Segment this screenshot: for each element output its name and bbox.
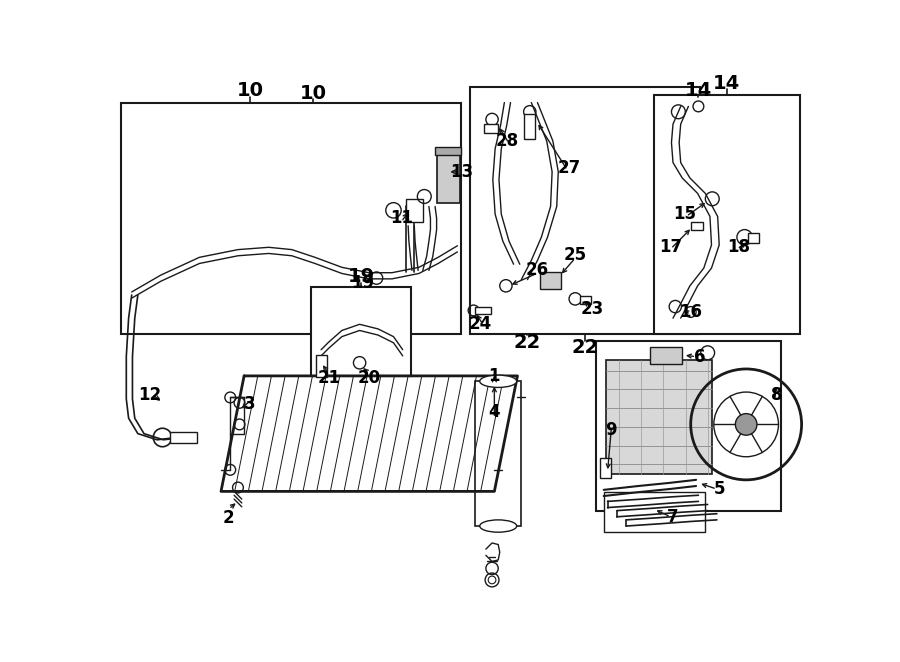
Bar [406, 199, 423, 222]
Text: 14: 14 [714, 73, 741, 93]
Text: 19: 19 [347, 267, 374, 286]
Bar [311, 287, 411, 376]
Bar [484, 124, 499, 133]
Bar [690, 222, 703, 230]
Bar [606, 361, 712, 475]
Text: 26: 26 [525, 261, 548, 279]
Bar [599, 458, 610, 477]
Bar [540, 272, 562, 289]
Text: 2: 2 [223, 509, 235, 528]
Bar [435, 147, 461, 155]
Ellipse shape [480, 520, 517, 532]
Circle shape [735, 414, 757, 435]
Text: 13: 13 [450, 163, 472, 181]
Bar [653, 95, 800, 334]
Text: 5: 5 [714, 480, 725, 498]
Bar [749, 234, 760, 243]
Text: 16: 16 [680, 303, 702, 321]
Text: 25: 25 [563, 246, 587, 264]
Bar [317, 355, 328, 377]
Bar [650, 348, 682, 364]
Text: 9: 9 [606, 421, 617, 439]
Text: 11: 11 [390, 209, 413, 227]
Text: 10: 10 [300, 84, 327, 103]
Bar [525, 114, 535, 139]
Bar [580, 296, 590, 303]
Bar [596, 341, 781, 510]
Text: 3: 3 [244, 395, 256, 413]
Text: 22: 22 [572, 338, 598, 357]
Bar [436, 152, 460, 203]
Text: 23: 23 [580, 300, 604, 318]
Text: 17: 17 [659, 238, 682, 256]
Ellipse shape [480, 375, 517, 387]
Text: 15: 15 [673, 205, 696, 223]
Bar [475, 307, 491, 314]
Text: 1: 1 [489, 367, 500, 385]
Text: 8: 8 [771, 386, 783, 404]
Text: 4: 4 [489, 403, 500, 421]
Text: 28: 28 [496, 132, 519, 150]
Text: 21: 21 [317, 369, 340, 387]
Text: 22: 22 [513, 333, 540, 352]
Bar [475, 381, 521, 526]
Text: 19: 19 [351, 275, 374, 293]
Text: 24: 24 [469, 315, 492, 333]
Text: 7: 7 [667, 508, 679, 526]
Text: 14: 14 [685, 81, 712, 101]
Text: 18: 18 [727, 238, 750, 256]
Text: 20: 20 [357, 369, 381, 387]
Bar [471, 87, 700, 334]
Bar [121, 103, 461, 334]
Text: 12: 12 [139, 386, 162, 404]
Bar [605, 492, 705, 532]
Bar [170, 432, 197, 443]
Text: 10: 10 [237, 81, 264, 101]
Text: 27: 27 [557, 159, 580, 177]
Text: 6: 6 [694, 348, 706, 365]
